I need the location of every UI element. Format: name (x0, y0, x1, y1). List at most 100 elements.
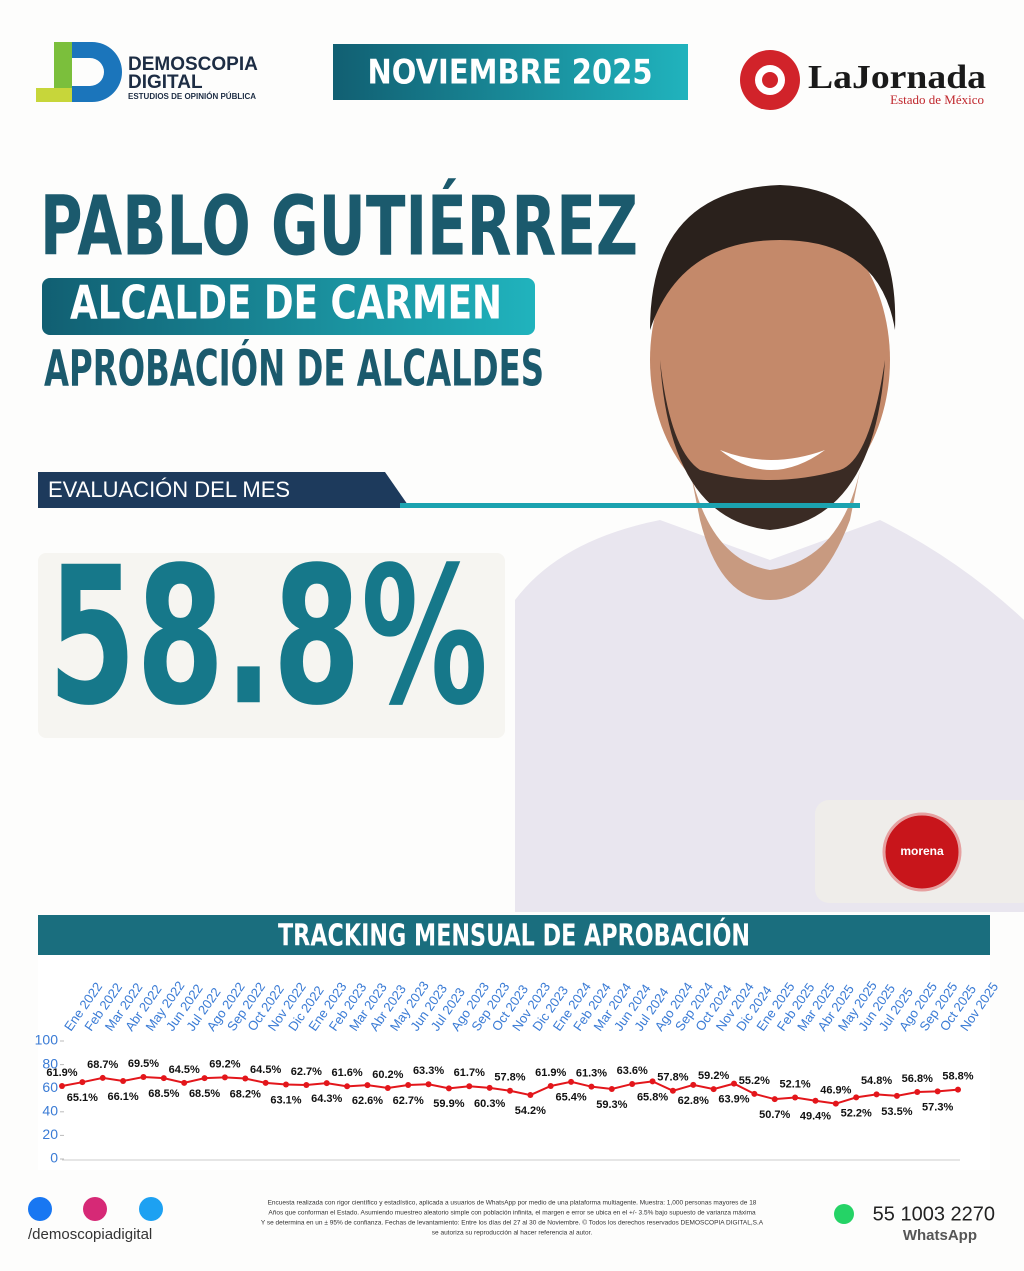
facebook-icon[interactable] (28, 1197, 52, 1221)
data-label: 69.5% (128, 1058, 159, 1070)
data-label: 61.9% (535, 1067, 566, 1079)
point (588, 1083, 595, 1090)
y-tick-label: 40 (42, 1103, 58, 1119)
instagram-icon[interactable] (83, 1197, 107, 1221)
data-label: 63.3% (413, 1065, 444, 1077)
data-label: 61.7% (454, 1067, 485, 1079)
role-banner (42, 278, 535, 335)
data-label: 65.4% (555, 1092, 586, 1104)
disclaimer: Encuesta realizada con rigor científico … (268, 1200, 757, 1207)
data-label: 65.8% (637, 1091, 668, 1103)
data-label: 46.9% (820, 1085, 851, 1097)
eval-box (38, 553, 505, 738)
point (792, 1094, 799, 1101)
data-label: 53.5% (881, 1106, 912, 1118)
party: morena (900, 844, 944, 858)
point (731, 1080, 737, 1087)
y-tick-label: 0 (50, 1150, 58, 1166)
y-tick-label: 80 (42, 1055, 58, 1071)
data-label: 64.5% (250, 1064, 281, 1076)
point (181, 1079, 188, 1086)
data-label: 49.4% (800, 1111, 831, 1123)
data-label: 56.8% (902, 1073, 933, 1085)
data-label: 60.2% (372, 1069, 403, 1081)
point (99, 1074, 106, 1081)
data-label: 50.7% (759, 1109, 790, 1121)
point (303, 1082, 310, 1089)
point (425, 1081, 432, 1088)
y-tick-label: 100 (35, 1032, 59, 1048)
brand-sub: ESTUDIOS DE OPINIÓN PÚBLICA (128, 92, 256, 101)
point (547, 1082, 554, 1089)
whatsapp-icon[interactable] (834, 1204, 854, 1224)
data-label: 59.3% (596, 1099, 627, 1111)
brand: DIGITAL (128, 72, 203, 93)
point (140, 1073, 147, 1080)
point (669, 1087, 676, 1094)
data-label: 66.1% (107, 1091, 138, 1103)
point (873, 1091, 880, 1098)
point (853, 1094, 860, 1101)
data-label: 62.7% (393, 1095, 424, 1107)
data-label: 61.6% (331, 1067, 362, 1079)
point (893, 1092, 900, 1099)
data-label: 57.3% (922, 1101, 953, 1113)
eval-value: 58.8% (48, 526, 488, 747)
data-label: 68.5% (189, 1088, 220, 1100)
data-label: 52.1% (779, 1078, 810, 1090)
data-label: 55.2% (739, 1075, 770, 1087)
logo (36, 42, 122, 102)
month-banner (333, 44, 688, 100)
point (568, 1078, 575, 1085)
data-label: 59.9% (433, 1098, 464, 1110)
point (283, 1081, 289, 1088)
point (690, 1081, 697, 1088)
role: ALCALDE DE CARMEN (70, 276, 502, 330)
point (59, 1082, 65, 1089)
partner-sub: Estado de México (890, 92, 984, 107)
data-label: 61.3% (576, 1068, 607, 1080)
data-label: 61.9% (46, 1067, 77, 1079)
data-label: 60.3% (474, 1098, 505, 1110)
portrait (515, 185, 1024, 912)
data-label: 68.2% (230, 1088, 261, 1100)
data-label: 59.2% (698, 1070, 729, 1082)
eval-rule (400, 503, 860, 508)
point (221, 1074, 228, 1081)
y-tick-label: 20 (42, 1126, 58, 1142)
topic: APROBACIÓN DE ALCALDES (44, 339, 544, 398)
data-label: 64.3% (311, 1093, 342, 1105)
point (160, 1075, 167, 1082)
point (507, 1087, 513, 1094)
twitter-icon[interactable] (139, 1197, 163, 1221)
data-label: 57.8% (494, 1072, 525, 1084)
data-label: 62.8% (678, 1095, 709, 1107)
point (242, 1075, 249, 1082)
point (955, 1086, 961, 1093)
point (771, 1096, 778, 1103)
point (201, 1075, 208, 1082)
chart-title: TRACKING MENSUAL DE APROBACIÓN (278, 917, 750, 954)
point (445, 1085, 452, 1092)
phone: 55 1003 2270 (873, 1203, 995, 1225)
point (751, 1090, 758, 1097)
social-handle: /demoscopiadigital (28, 1226, 152, 1243)
disclaimer: Años que conforman el Estado. Asumiendo … (268, 1210, 756, 1217)
data-label: 63.1% (270, 1094, 301, 1106)
data-label: 69.2% (209, 1058, 240, 1070)
month: NOVIEMBRE 2025 (368, 53, 653, 93)
partner: LaJornada (808, 59, 986, 96)
point (649, 1078, 656, 1085)
data-label: 54.2% (515, 1105, 546, 1117)
data-label: 58.8% (942, 1071, 973, 1083)
point (344, 1083, 351, 1090)
point (486, 1084, 493, 1091)
chart-area (38, 955, 990, 1170)
point (710, 1086, 717, 1093)
data-label: 62.6% (352, 1095, 383, 1107)
chart-title-banner (38, 915, 990, 955)
brand: DEMOSCOPIA (128, 54, 258, 75)
party-badge (882, 812, 962, 892)
